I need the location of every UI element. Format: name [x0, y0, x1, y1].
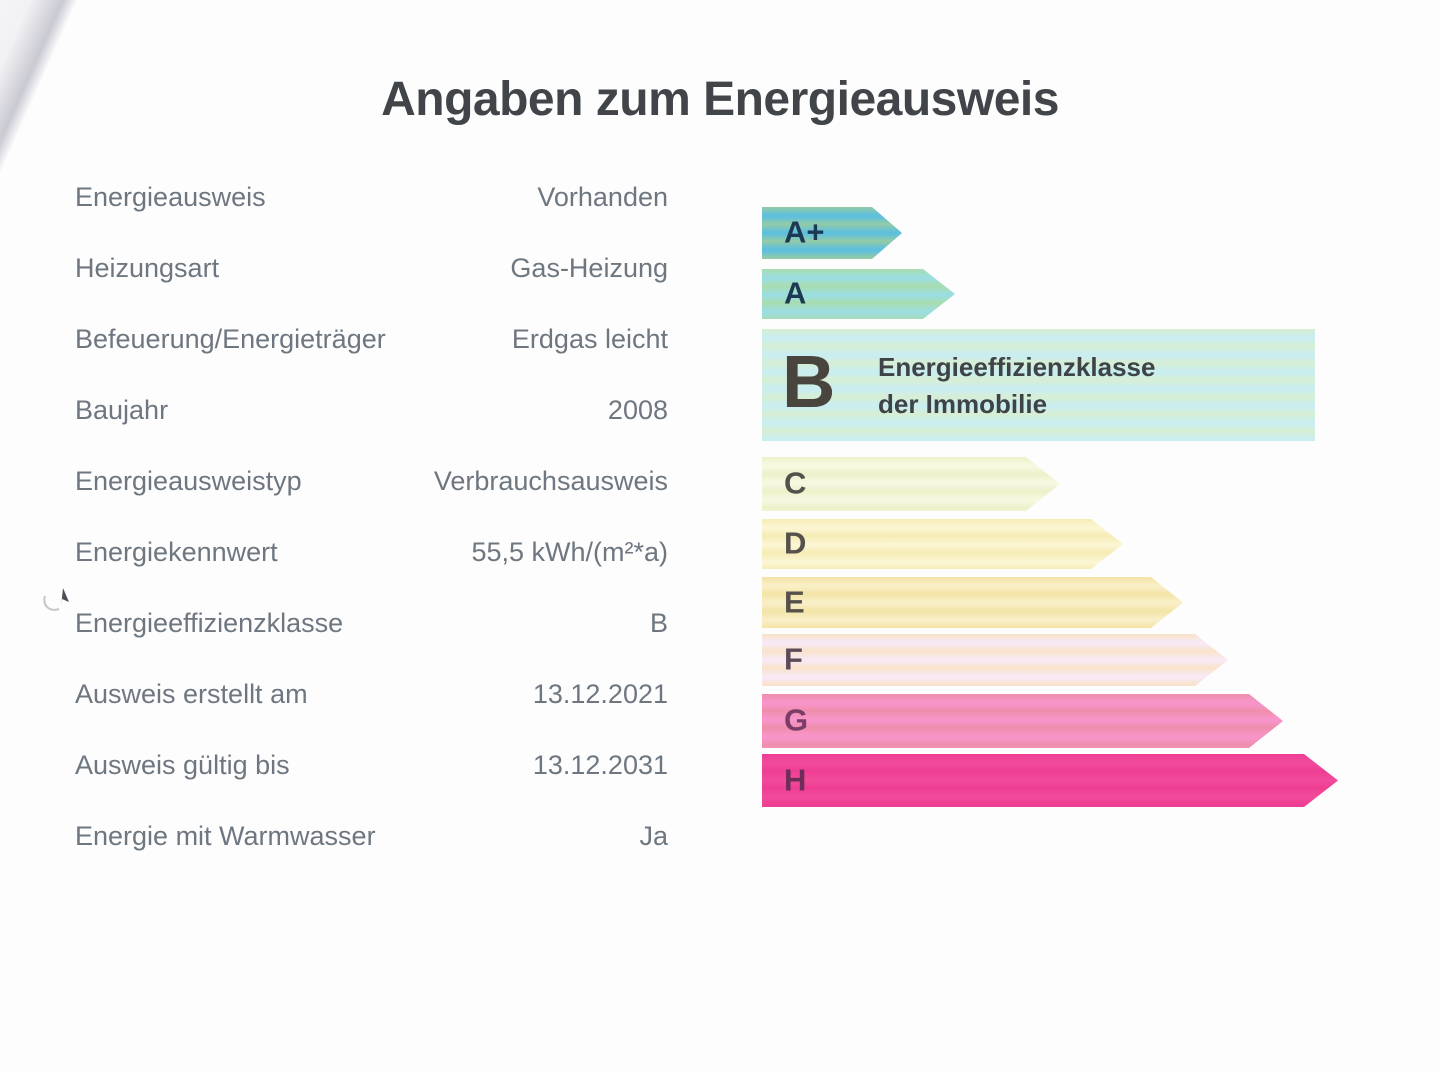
table-row: Energiekennwert 55,5 kWh/(m²*a): [75, 537, 668, 568]
detail-label: Heizungsart: [75, 253, 220, 283]
energy-class-bar-h: H: [762, 754, 1338, 807]
page-title: Angaben zum Energieausweis: [381, 73, 1059, 126]
cursor-artifact: [40, 584, 80, 626]
detail-label: Ausweis erstellt am: [75, 679, 308, 709]
energy-class-bar-g: G: [762, 694, 1283, 748]
detail-label: Energieeffizienzklasse: [75, 608, 344, 638]
detail-label: Baujahr: [75, 395, 169, 425]
energy-class-bar-e: E: [762, 577, 1183, 628]
energy-efficiency-scale: A+ A B Energieeffizienzklasse der Immobi…: [762, 207, 1342, 808]
energy-class-label-a: A: [784, 275, 807, 311]
detail-value: Erdgas leicht: [511, 324, 668, 354]
energy-class-bar-b-highlighted: B Energieeffizienzklasse der Immobilie: [762, 329, 1315, 441]
detail-label: Energie mit Warmwasser: [75, 821, 376, 851]
energy-class-bar-f: F: [762, 634, 1228, 686]
detail-label: Energieausweistyp: [75, 466, 302, 496]
detail-value: Verbrauchsausweis: [433, 466, 668, 496]
energy-class-bar-a-plus: A+: [762, 207, 902, 259]
energy-class-bar-a: A: [762, 269, 955, 319]
table-row: Ausweis gültig bis 13.12.2031: [75, 750, 668, 781]
table-row: Befeuerung/Energieträger Erdgas leicht: [75, 324, 668, 355]
table-row: Energie mit Warmwasser Ja: [75, 821, 668, 852]
table-row: Energieausweistyp Verbrauchsausweis: [75, 466, 668, 497]
detail-label: Energieausweis: [75, 182, 266, 212]
detail-value: B: [649, 608, 668, 638]
energy-class-label-b: B: [782, 340, 836, 424]
table-row: Energieeffizienzklasse B: [75, 608, 668, 639]
energy-class-bar-d: D: [762, 519, 1123, 569]
energy-class-label-c: C: [784, 465, 807, 501]
energy-class-label-f: F: [784, 641, 803, 677]
table-row: Energieausweis Vorhanden: [75, 182, 668, 213]
detail-label: Ausweis gültig bis: [75, 750, 290, 780]
detail-value: Vorhanden: [537, 182, 668, 212]
table-row: Heizungsart Gas-Heizung: [75, 253, 668, 284]
energy-class-bar-c: C: [762, 457, 1060, 511]
energy-class-label-g: G: [784, 702, 809, 738]
detail-label: Befeuerung/Energieträger: [75, 324, 386, 354]
energy-class-annotation: Energieeffizienzklasse der Immobilie: [878, 352, 1156, 419]
table-row: Ausweis erstellt am 13.12.2021: [75, 679, 668, 710]
energy-class-label-d: D: [784, 525, 807, 561]
energy-details-table: Energieausweis Vorhanden Heizungsart Gas…: [75, 182, 668, 872]
detail-value: Gas-Heizung: [510, 253, 668, 283]
detail-label: Energiekennwert: [75, 537, 278, 567]
detail-value: 13.12.2031: [532, 750, 668, 780]
detail-value: 55,5 kWh/(m²*a): [471, 537, 668, 567]
energy-class-label-a-plus: A+: [784, 214, 825, 250]
table-row: Baujahr 2008: [75, 395, 668, 426]
energy-class-label-e: E: [784, 583, 805, 619]
detail-value: Ja: [639, 821, 668, 851]
detail-value: 2008: [607, 395, 668, 425]
detail-value: 13.12.2021: [532, 679, 668, 709]
energy-class-label-h: H: [784, 761, 807, 797]
